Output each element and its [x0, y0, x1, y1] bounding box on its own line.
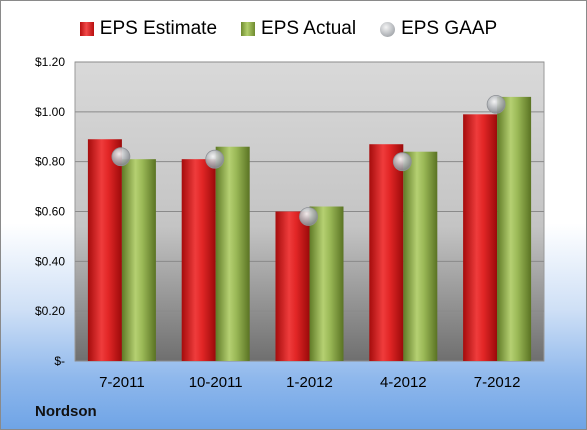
y-tick-label: $0.40: [35, 254, 65, 268]
legend-item-eps-gaap: EPS GAAP: [380, 18, 497, 40]
legend-swatch-eps-actual: [241, 22, 256, 36]
y-tick-label: $0.20: [35, 304, 65, 318]
bar-eps-estimate: [369, 144, 404, 361]
y-tick-label: $1.00: [35, 105, 65, 119]
bar-eps-estimate: [87, 139, 122, 361]
x-tick-label: 10-2011: [189, 374, 243, 391]
bar-eps-actual: [121, 159, 156, 361]
bar-eps-actual: [215, 146, 250, 361]
point-eps-gaap: [486, 94, 506, 114]
bar-eps-actual: [309, 206, 344, 361]
company-name: Nordson: [35, 403, 97, 420]
legend: EPS Estimate EPS Actual EPS GAAP: [1, 18, 586, 40]
x-tick-label: 7-2011: [99, 374, 145, 391]
legend-label-eps-actual: EPS Actual: [261, 18, 357, 39]
point-eps-gaap: [111, 147, 131, 167]
bar-eps-actual: [403, 151, 438, 361]
x-tick-label: 7-2012: [474, 374, 521, 391]
legend-label-eps-gaap: EPS GAAP: [401, 18, 498, 39]
bar-eps-estimate: [275, 211, 310, 361]
bar-eps-estimate: [181, 159, 216, 361]
point-eps-gaap: [392, 152, 412, 172]
legend-item-eps-estimate: EPS Estimate: [79, 18, 218, 40]
legend-item-eps-actual: EPS Actual: [241, 18, 356, 40]
legend-label-eps-estimate: EPS Estimate: [99, 18, 218, 39]
legend-swatch-eps-gaap: [380, 21, 396, 37]
y-tick-label: $1.20: [35, 55, 65, 69]
point-eps-gaap: [205, 149, 225, 169]
y-tick-label: $-: [54, 354, 65, 368]
y-tick-label: $0.60: [35, 205, 65, 219]
y-tick-label: $0.80: [35, 155, 65, 169]
legend-swatch-eps-estimate: [79, 22, 94, 36]
point-eps-gaap: [299, 207, 318, 226]
bar-eps-actual: [497, 96, 532, 361]
x-tick-label: 4-2012: [380, 374, 427, 391]
x-tick-label: 1-2012: [286, 374, 333, 391]
bar-eps-estimate: [463, 114, 498, 361]
